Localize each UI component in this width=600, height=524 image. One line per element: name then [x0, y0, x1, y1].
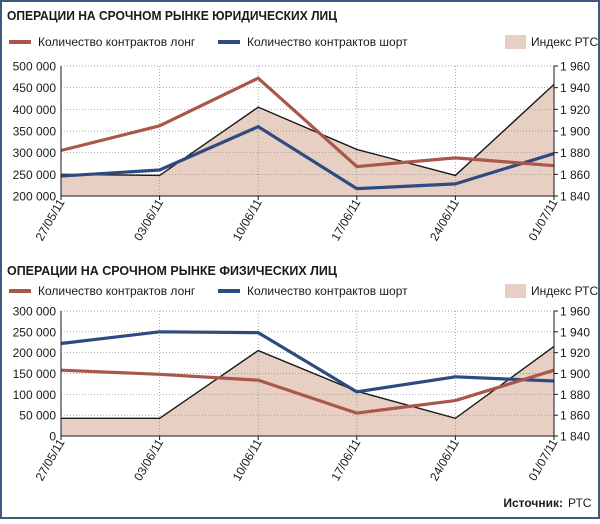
y-tick-label: 350 000: [13, 125, 57, 139]
y2-tick-label: 1 920: [560, 103, 590, 117]
x-tick-label: 03/06/11: [131, 196, 166, 243]
x-tick-label: 17/06/11: [328, 196, 363, 243]
y-tick-label: 450 000: [13, 81, 57, 95]
chart-title: ОПЕРАЦИИ НА СРОЧНОМ РЫНКЕ ФИЗИЧЕСКИХ ЛИЦ: [7, 264, 338, 278]
y-tick-label: 250 000: [13, 168, 57, 182]
y2-tick-label: 1 960: [560, 60, 590, 74]
x-tick-label: 10/06/11: [230, 436, 265, 483]
x-tick-label: 10/06/11: [230, 196, 265, 243]
y-tick-label: 500 000: [13, 60, 57, 74]
x-tick-label: 24/06/11: [427, 436, 462, 483]
series-short-line: [60, 125, 555, 191]
series-short-line: [60, 330, 555, 394]
y2-tick-label: 1 940: [560, 325, 590, 339]
y2-tick-label: 1 960: [560, 305, 590, 319]
series-rts-area: [61, 84, 554, 196]
y-tick-label: 100 000: [13, 388, 57, 402]
legend-label-rts: Индекс РТС: [531, 284, 598, 298]
y2-tick-label: 1 900: [560, 125, 590, 139]
series-rts-area: [61, 346, 554, 436]
y-tick-label: 250 000: [13, 325, 57, 339]
x-tick-label: 03/06/11: [131, 436, 166, 483]
series-long-line: [60, 368, 555, 415]
y-tick-label: 0: [49, 430, 56, 444]
y-tick-label: 50 000: [19, 409, 56, 423]
y2-tick-label: 1 860: [560, 409, 590, 423]
y2-tick-label: 1 900: [560, 367, 590, 381]
series-rts-line: [61, 345, 555, 420]
y-tick-label: 200 000: [13, 190, 57, 204]
y2-tick-label: 1 840: [560, 430, 590, 444]
y2-tick-label: 1 860: [560, 168, 590, 182]
legend-label-long: Количество контрактов лонг: [38, 284, 196, 298]
legend-label-long: Количество контрактов лонг: [38, 35, 196, 49]
y2-tick-label: 1 880: [560, 146, 590, 160]
series-long-line: [60, 76, 555, 169]
legend-swatch-rts: [505, 35, 526, 49]
y-tick-label: 150 000: [13, 367, 57, 381]
legend-label-rts: Индекс РТС: [531, 35, 598, 49]
y-tick-label: 200 000: [13, 346, 57, 360]
y2-tick-label: 1 840: [560, 190, 590, 204]
x-tick-label: 24/06/11: [427, 196, 462, 243]
chart-title: ОПЕРАЦИИ НА СРОЧНОМ РЫНКЕ ЮРИДИЧЕСКИХ ЛИ…: [7, 9, 338, 23]
y-tick-label: 300 000: [13, 146, 57, 160]
legend: Количество контрактов лонг Количество кон…: [9, 35, 598, 49]
legend-swatch-rts: [505, 284, 526, 298]
x-tick-label: 17/06/11: [328, 436, 363, 483]
legend: Количество контрактов лонг Количество кон…: [9, 284, 598, 298]
y2-tick-label: 1 920: [560, 346, 590, 360]
y2-tick-label: 1 880: [560, 388, 590, 402]
legend-label-short: Количество контрактов шорт: [247, 35, 408, 49]
source-label: Источник:: [503, 496, 563, 510]
y-tick-label: 400 000: [13, 103, 57, 117]
x-tick-label: 01/07/11: [526, 436, 561, 483]
chart-legal-entities: ОПЕРАЦИИ НА СРОЧНОМ РЫНКЕ ЮРИДИЧЕСКИХ ЛИ…: [7, 9, 598, 243]
y2-tick-label: 1 940: [560, 81, 590, 95]
x-tick-label: 01/07/11: [526, 196, 561, 243]
source-value: РТС: [568, 496, 592, 510]
chart-individuals: ОПЕРАЦИИ НА СРОЧНОМ РЫНКЕ ФИЗИЧЕСКИХ ЛИЦ…: [7, 264, 598, 483]
y-tick-label: 300 000: [13, 305, 57, 319]
legend-label-short: Количество контрактов шорт: [247, 284, 408, 298]
